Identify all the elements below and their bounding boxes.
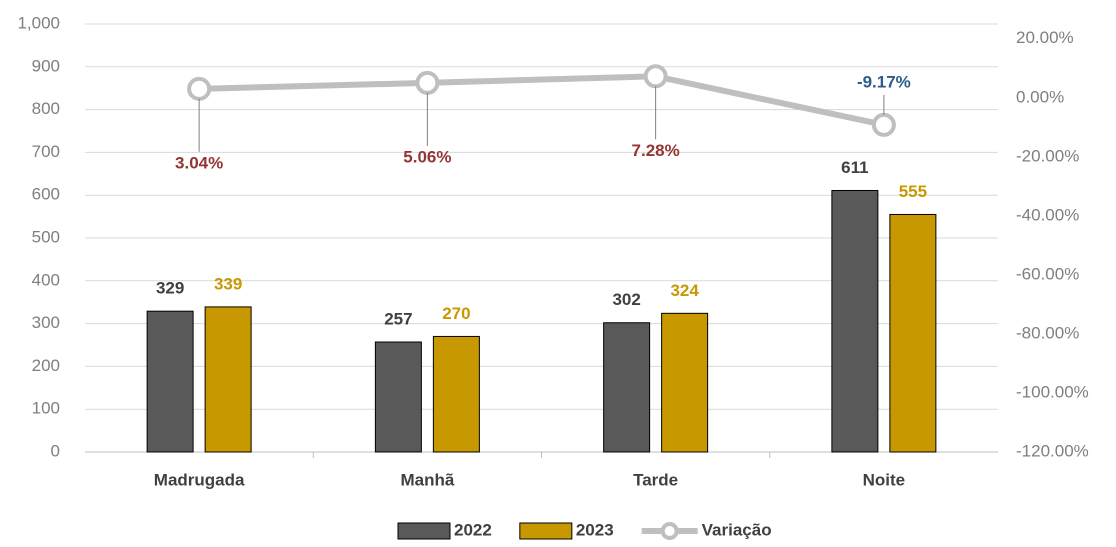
y-tick-label: 1,000 (17, 13, 60, 32)
bar-value-label: 270 (442, 304, 470, 323)
bar (661, 312, 709, 453)
line-point (415, 70, 440, 95)
legend-swatch (519, 522, 573, 540)
bar-value-label: 324 (670, 281, 699, 300)
legend-label: 2023 (576, 520, 614, 539)
y2-tick-label: 0.00% (1016, 87, 1064, 106)
line-value-label: 7.28% (632, 141, 680, 160)
y-tick-label: 700 (32, 142, 60, 161)
y2-tick-label: -80.00% (1016, 323, 1079, 342)
y-tick-label: 900 (32, 56, 60, 75)
bar (889, 213, 937, 453)
y-tick-label: 300 (32, 313, 60, 332)
y2-tick-label: -20.00% (1016, 146, 1079, 165)
line-value-label: 5.06% (403, 147, 451, 166)
y2-tick-label: 20.00% (1016, 28, 1074, 47)
bar-value-label: 611 (841, 158, 868, 177)
bar (831, 189, 879, 453)
x-tick-label: Tarde (633, 470, 678, 489)
bar-value-label: 302 (612, 290, 640, 309)
line-value-label: 3.04% (175, 153, 223, 172)
y-tick-label: 200 (32, 356, 60, 375)
legend-label: 2022 (454, 520, 492, 539)
line-point (871, 112, 896, 137)
x-tick-label: Noite (863, 470, 906, 489)
line-point (187, 76, 212, 101)
y-tick-label: 100 (32, 399, 60, 418)
y2-tick-label: -100.00% (1016, 382, 1089, 401)
bar-value-label: 257 (384, 309, 412, 328)
line (199, 73, 885, 128)
bar (432, 335, 480, 453)
y2-tick-label: -120.00% (1016, 441, 1089, 460)
y-tick-label: 500 (32, 227, 60, 246)
y-tick-label: 0 (51, 441, 60, 460)
bar-value-label: 555 (899, 182, 927, 201)
y-tick-label: 400 (32, 270, 60, 289)
y-tick-label: 800 (32, 99, 60, 118)
y2-tick-label: -40.00% (1016, 205, 1079, 224)
y2-tick-label: -60.00% (1016, 264, 1079, 283)
x-tick-label: Madrugada (154, 470, 245, 489)
legend-swatch (660, 522, 679, 540)
bar (146, 310, 194, 453)
line-point (643, 64, 668, 89)
legend-swatch (397, 522, 451, 540)
bar (204, 306, 252, 453)
y-tick-label: 600 (32, 185, 60, 204)
x-tick-label: Manhã (400, 470, 454, 489)
bar-value-label: 339 (214, 274, 242, 293)
bar (374, 341, 422, 453)
bar (603, 322, 651, 453)
line-value-label: -9.17% (857, 72, 911, 91)
legend-label: Variação (702, 520, 772, 539)
bar-value-label: 329 (156, 279, 184, 298)
